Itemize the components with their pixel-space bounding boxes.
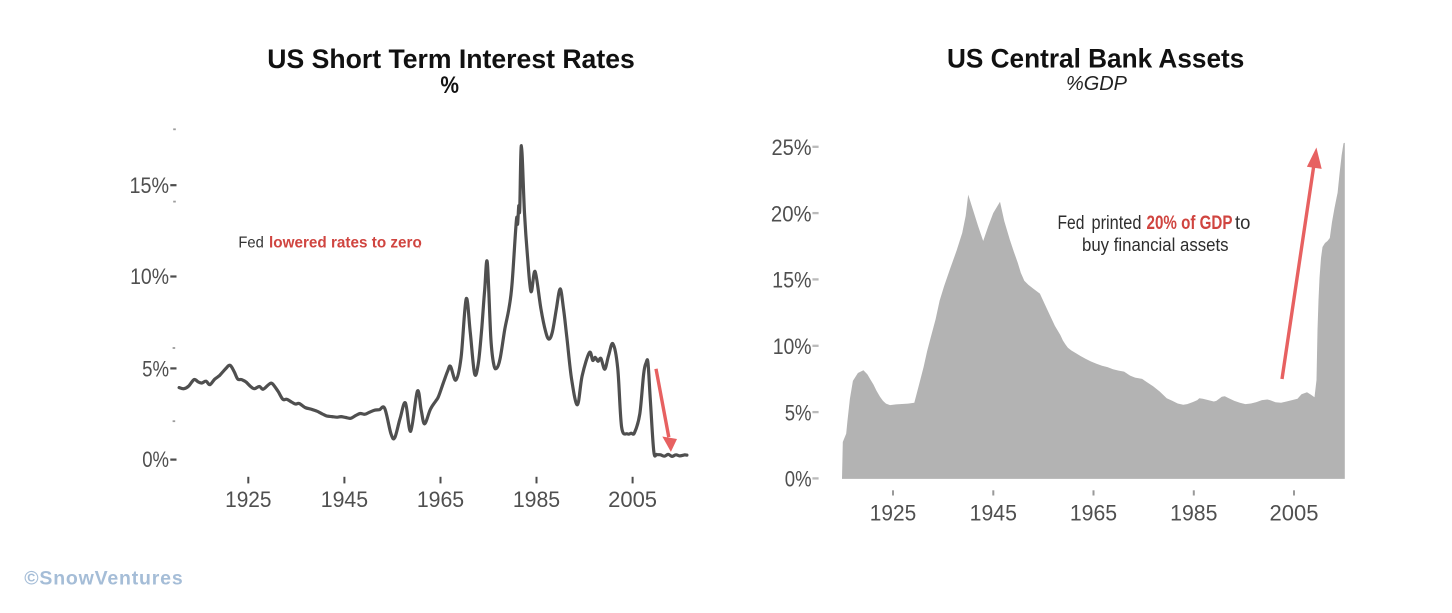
svg-text:1965: 1965 — [417, 487, 464, 512]
svg-text:0%: 0% — [142, 447, 169, 472]
svg-text:10%: 10% — [130, 264, 169, 289]
svg-text:2005: 2005 — [1270, 500, 1319, 525]
svg-text:5%: 5% — [142, 357, 169, 382]
svg-text:Fed: Fed — [1058, 213, 1085, 234]
svg-text:1985: 1985 — [1170, 500, 1217, 525]
svg-text:US Central Bank Assets: US Central Bank Assets — [947, 43, 1244, 73]
svg-text:1925: 1925 — [225, 487, 271, 512]
svg-text:©SnowVentures: ©SnowVentures — [24, 567, 183, 589]
svg-text:to: to — [1235, 213, 1250, 234]
svg-text:1945: 1945 — [321, 487, 368, 512]
svg-text:%GDP: %GDP — [1066, 72, 1127, 95]
svg-text:15%: 15% — [130, 173, 170, 198]
svg-text:lowered rates to zero: lowered rates to zero — [269, 235, 422, 252]
svg-text:US Short Term Interest Rates: US Short Term Interest Rates — [267, 44, 635, 74]
svg-text:5%: 5% — [785, 400, 812, 425]
svg-text:1985: 1985 — [513, 487, 560, 512]
svg-text:2005: 2005 — [608, 487, 657, 512]
svg-text:0%: 0% — [785, 467, 812, 492]
svg-text:20% of GDP: 20% of GDP — [1147, 213, 1233, 234]
svg-text:25%: 25% — [772, 135, 812, 160]
svg-text:1945: 1945 — [970, 500, 1017, 525]
svg-text:1925: 1925 — [870, 500, 916, 525]
svg-text:printed: printed — [1092, 213, 1142, 234]
svg-text:15%: 15% — [772, 268, 812, 293]
svg-text:1965: 1965 — [1070, 500, 1117, 525]
svg-text:20%: 20% — [771, 201, 812, 226]
svg-text:buy financial assets: buy financial assets — [1082, 234, 1229, 255]
svg-text:10%: 10% — [773, 334, 812, 359]
svg-text:%: % — [440, 72, 459, 99]
svg-text:Fed: Fed — [238, 235, 263, 252]
svg-text:,: , — [418, 235, 422, 250]
